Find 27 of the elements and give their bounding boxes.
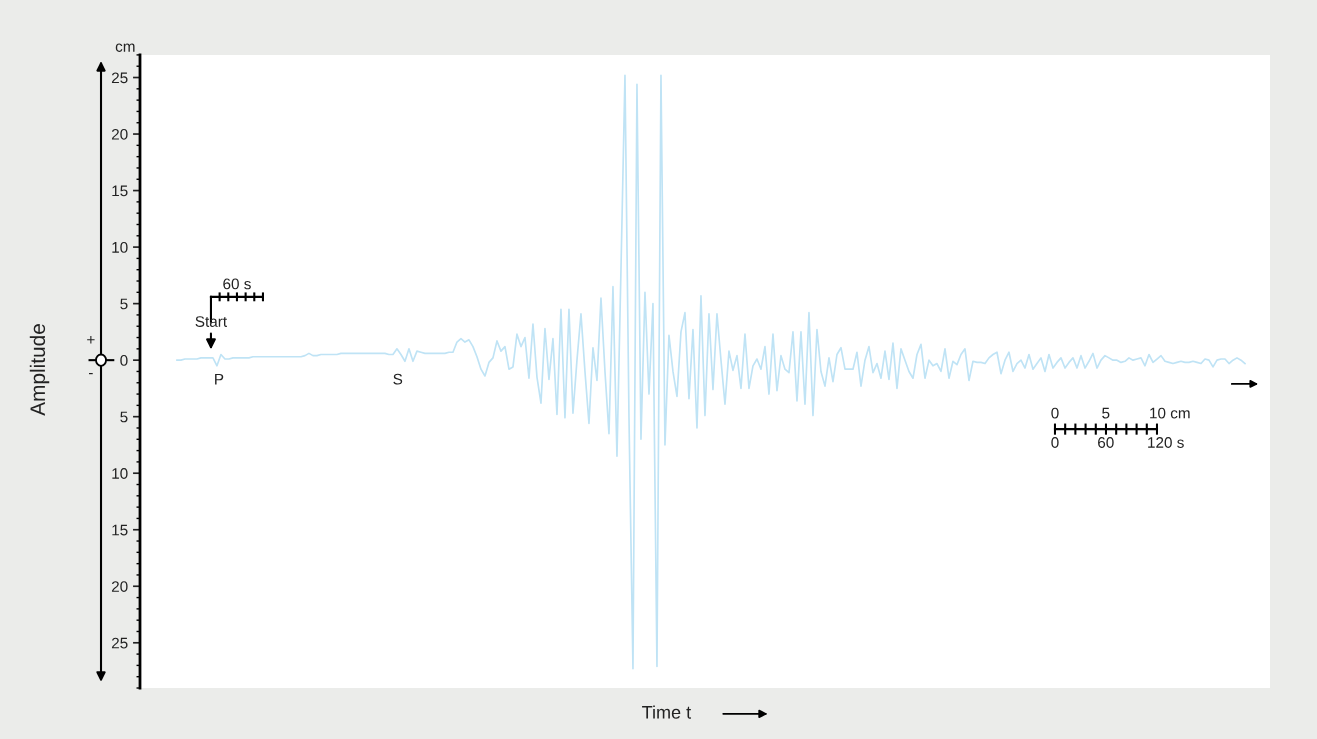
y-tick-label: 25 (111, 637, 128, 649)
y-tick-label: 20 (111, 128, 128, 140)
text: + (87, 336, 95, 344)
y-tick-label: 10 (112, 241, 128, 253)
text: - (89, 373, 93, 375)
annotation: 5 (1102, 407, 1110, 419)
annotation: 10 cm (1150, 407, 1190, 419)
y-tick-label: 5 (120, 298, 128, 310)
annotation: P (215, 373, 224, 385)
y-axis-title: Amplitude (29, 324, 50, 416)
y-tick-label: 10 (112, 468, 128, 479)
line-series (176, 74, 1246, 670)
annotation: Start (195, 316, 227, 327)
annotation: 120 s (1148, 437, 1184, 448)
y-tick-label: 20 (111, 581, 128, 592)
y-tick-label: 15 (112, 185, 128, 197)
annotation: S (393, 373, 403, 385)
y-tick-label: 0 (120, 355, 128, 366)
y-tick-label: 5 (120, 411, 128, 423)
x-axis-title: Time t (642, 705, 692, 719)
annotation: 60 s (223, 278, 251, 290)
text: cm (115, 43, 135, 52)
annotation: 0 (1051, 407, 1059, 419)
annotation: 60 (1098, 437, 1114, 448)
y-tick-label: 15 (112, 524, 128, 536)
annotation: 0 (1051, 437, 1059, 448)
y-tick-label: 25 (111, 72, 128, 84)
